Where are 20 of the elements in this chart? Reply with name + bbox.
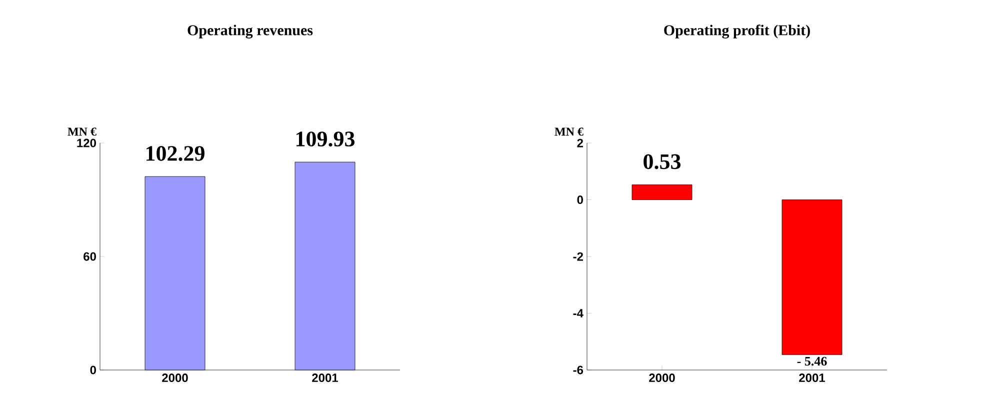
chart-title: Operating profit (Ebit): [664, 24, 810, 38]
chart-title: Operating revenues: [188, 24, 313, 38]
data-label: 0.53: [644, 154, 681, 170]
y-tick-label: 60: [84, 252, 96, 261]
y-tick-label: 120: [77, 138, 96, 148]
x-tick-label: 2000: [162, 374, 188, 382]
x-tick-label: 2001: [799, 374, 826, 382]
y-tick-label: -6: [573, 366, 584, 374]
y-tick-label: -2: [573, 252, 583, 261]
y-tick-label: 0: [90, 366, 96, 374]
data-label: - 5.46: [797, 356, 827, 366]
y-tick-label: 0: [577, 196, 583, 204]
data-label: 102.29: [146, 146, 204, 161]
x-tick-label: 2001: [312, 374, 338, 382]
y-axis-title: MN €: [554, 128, 584, 136]
x-tick-label: 2000: [649, 374, 675, 382]
data-label: 109.93: [296, 132, 355, 147]
y-axis-title: MN €: [68, 128, 96, 136]
y-tick-label: 2: [577, 138, 583, 148]
y-tick-label: -4: [573, 309, 584, 318]
